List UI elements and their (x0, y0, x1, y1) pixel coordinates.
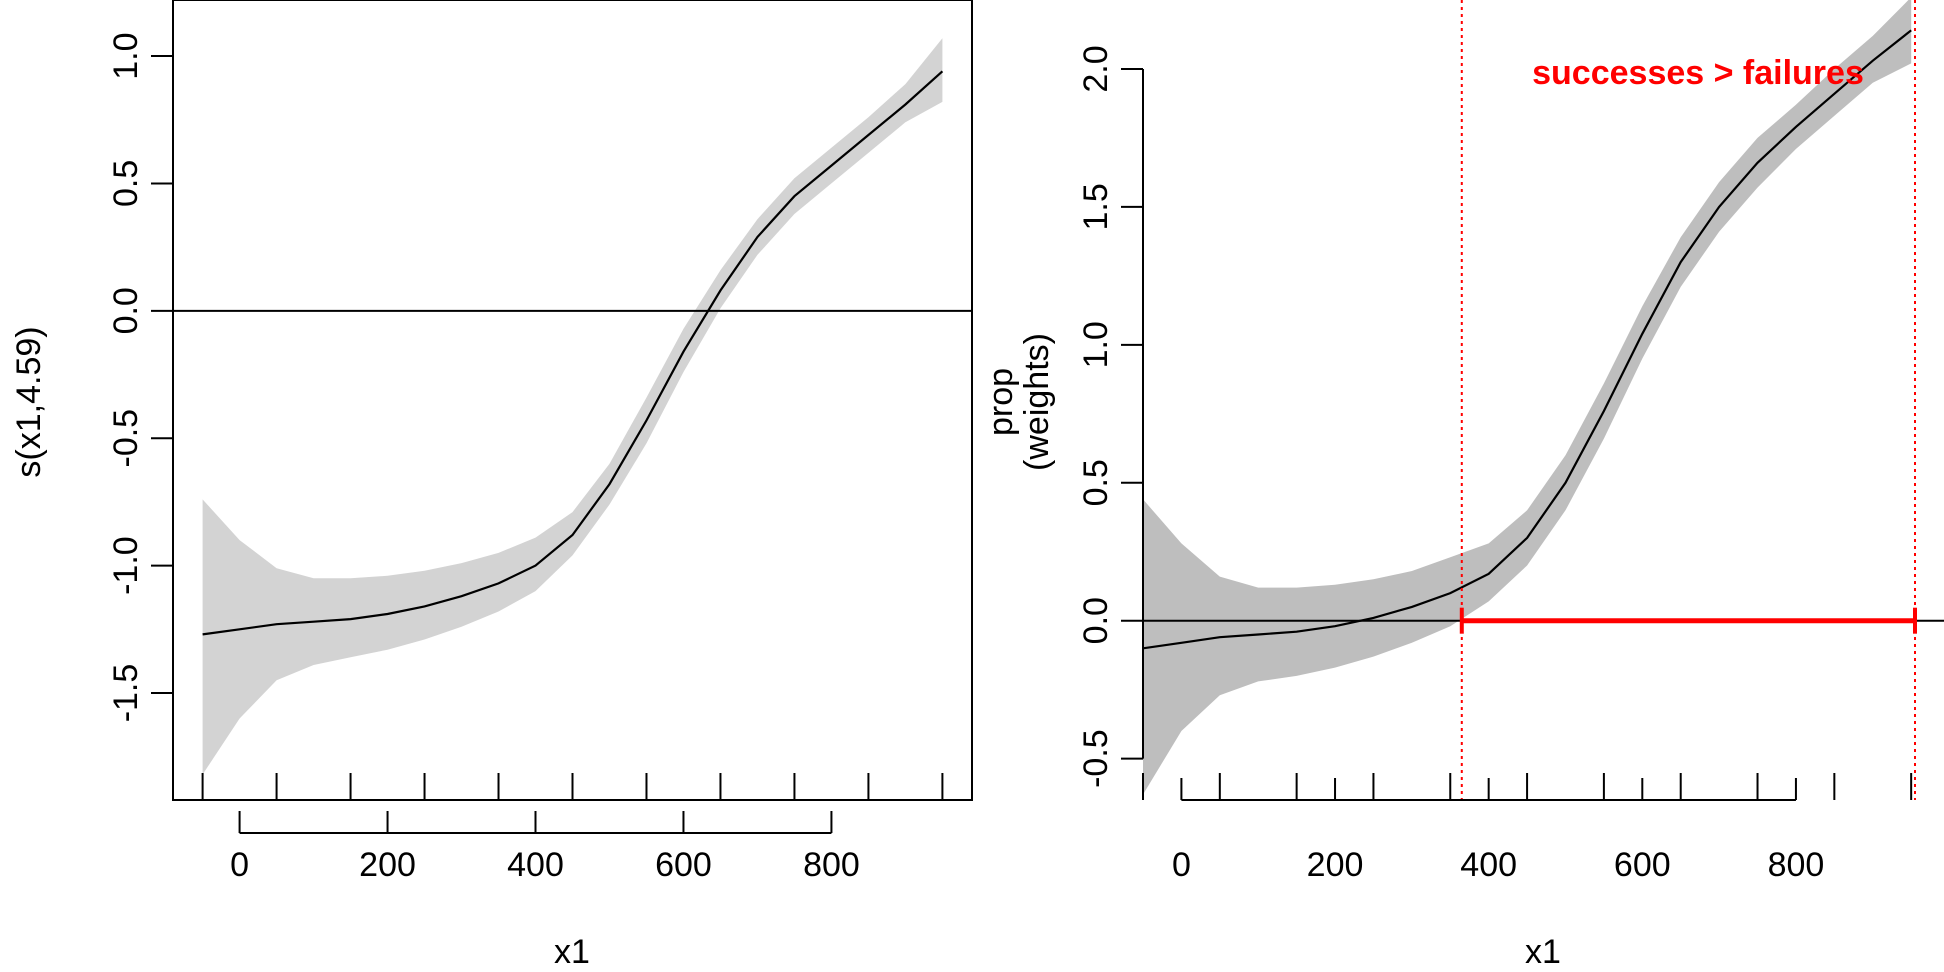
left-x-tick-label: 0 (230, 846, 249, 884)
right-y-tick-label: 2.0 (1077, 45, 1115, 92)
left-panel: -1.5 -1.0 -0.5 0.0 0.5 1.0 0 200 400 600 800 x1 s(… (10, 0, 973, 971)
left-y-tick-label: 1.0 (107, 32, 145, 79)
right-x-tick-label: 0 (1172, 846, 1191, 884)
left-x-tick-label: 200 (359, 846, 416, 884)
left-y-tick-label: -1.0 (107, 536, 145, 595)
left-y-tick-label: -1.5 (107, 664, 145, 723)
left-x-tick-label: 600 (655, 846, 712, 884)
left-y-tick-label: 0.0 (107, 287, 145, 334)
left-fit-line (202, 70, 944, 636)
right-x-tick-label: 600 (1614, 846, 1671, 884)
left-plot-area: -1.5 -1.0 -0.5 0.0 0.5 1.0 0 200 400 600 800 (107, 0, 973, 884)
right-plot-area: -0.5 0.0 0.5 1.0 1.5 2.0 0 200 400 600 800 (1077, 0, 1944, 884)
left-x-tick-label: 400 (507, 846, 564, 884)
left-confidence-band (202, 38, 943, 775)
left-x-axis-title: x1 (554, 933, 590, 971)
left-y-axis-title: s(x1,4.59) (10, 326, 48, 477)
right-x-tick-label: 400 (1460, 846, 1517, 884)
left-x-tick-label: 800 (803, 846, 860, 884)
right-panel: -0.5 0.0 0.5 1.0 1.5 2.0 0 200 400 600 800 x1 prop… (982, 0, 1944, 971)
left-y-tick-label: -0.5 (107, 409, 145, 468)
right-x-tick-label: 200 (1307, 846, 1364, 884)
right-x-tick-label: 800 (1768, 846, 1825, 884)
right-x-axis-title: x1 (1525, 933, 1561, 971)
right-y-axis-title-line1: prop (982, 368, 1020, 436)
right-y-tick-label: 1.5 (1077, 183, 1115, 230)
left-plot-frame (172, 0, 973, 801)
right-y-axis-title-line2: (weights) (1018, 333, 1056, 471)
right-y-tick-label: 0.5 (1077, 459, 1115, 506)
right-fit-line (1142, 29, 1912, 650)
left-y-tick-label: 0.5 (107, 160, 145, 207)
right-y-tick-label: -0.5 (1077, 729, 1115, 788)
right-y-tick-label: 0.0 (1077, 597, 1115, 644)
annotation-successes-failures: successes > failures (1532, 54, 1864, 92)
right-confidence-band (1143, 0, 1912, 795)
right-y-tick-label: 1.0 (1077, 321, 1115, 368)
